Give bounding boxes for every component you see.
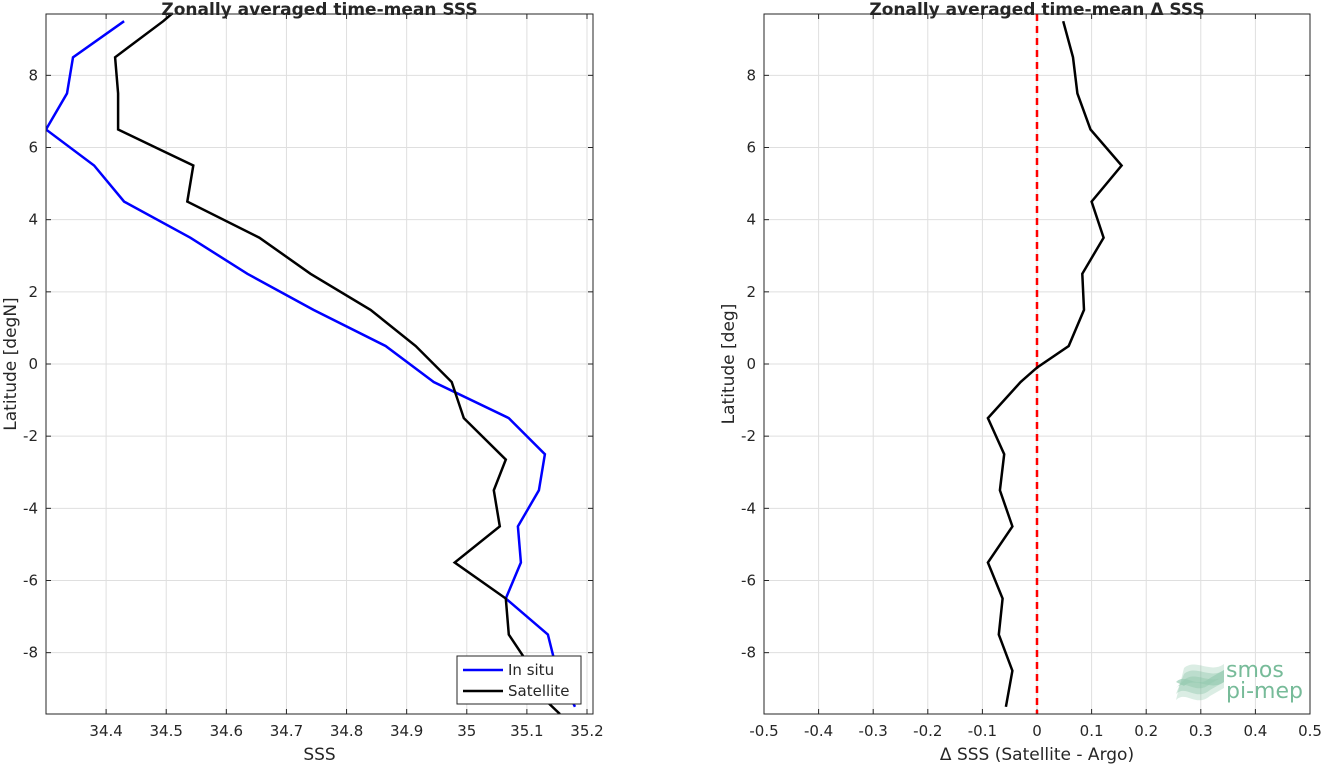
in-situ-series-line [46,20,577,708]
logo-text-pi-mep: pi-mep [1226,679,1303,704]
sss-axes-box [45,13,594,715]
y-tick-label: -4 [23,499,38,517]
x-tick-label: 0 [1032,722,1042,740]
x-tick-label: 0.3 [1189,722,1213,740]
y-tick-label: 0 [28,355,38,373]
x-tick-label: -0.3 [859,722,888,740]
sss-x-axis-label: SSS [303,745,335,765]
x-tick-label: -0.5 [749,722,778,740]
logo-text-smos: smos [1226,658,1284,683]
y-tick-label: -6 [23,571,38,589]
y-tick-label: 0 [746,355,756,373]
legend-label-in-situ: In situ [508,661,554,679]
y-tick-label: 2 [746,283,756,301]
x-tick-label: 0.5 [1298,722,1322,740]
x-tick-label: -0.2 [913,722,942,740]
x-tick-label: 34.7 [270,722,303,740]
left-panel: 34.4 34.5 34.6 34.7 34.8 34.9 35 35.1 35.2 -8 -6 -4… [1,0,604,765]
x-tick-label: -0.4 [804,722,833,740]
y-tick-label: 6 [746,139,756,157]
y-tick-label: 8 [746,66,756,84]
legend-label-satellite: Satellite [508,682,569,700]
delta-axes-box [763,13,1311,715]
delta-y-axis-label: Latitude [deg] [719,304,739,425]
y-tick-label: -4 [741,499,756,517]
satellite-series-line [113,14,561,714]
y-tick-label: 6 [28,139,38,157]
logo-waves-icon [1176,664,1224,701]
x-tick-label: 34.8 [330,722,363,740]
y-tick-label: -2 [741,427,756,445]
x-tick-label: 35.2 [570,722,603,740]
sss-y-axis-label: Latitude [degN] [1,297,21,430]
sss-grid [46,14,593,714]
x-tick-label: 34.9 [390,722,423,740]
y-tick-label: 4 [746,211,756,229]
legend-box [456,655,582,705]
sss-chart-title: Zonally averaged time-mean SSS [161,0,477,20]
x-tick-label: 0.2 [1134,722,1158,740]
x-tick-label: 0.1 [1080,722,1104,740]
y-tick-label: -8 [23,644,38,662]
y-tick-label: -8 [741,644,756,662]
y-tick-label: 4 [28,211,38,229]
y-tick-label: 8 [28,66,38,84]
y-tick-label: 2 [28,283,38,301]
x-tick-label: -0.1 [968,722,997,740]
delta-sss-series-line [986,20,1124,708]
x-tick-label: 0.4 [1243,722,1267,740]
y-tick-label: -6 [741,571,756,589]
x-tick-label: 34.4 [89,722,122,740]
delta-x-axis-label: Δ SSS (Satellite - Argo) [940,745,1134,765]
x-tick-label: 34.5 [150,722,183,740]
x-tick-label: 34.6 [210,722,243,740]
right-panel: -0.5 -0.4 -0.3 -0.2 -0.1 0 0.1 0.2 0.3 0.4 0.5 -8 -6… [719,0,1322,765]
y-tick-label: -2 [23,427,38,445]
delta-chart-title: Zonally averaged time-mean Δ SSS [869,0,1204,20]
legend: In situ Satellite [456,655,582,705]
x-tick-label: 35 [457,722,476,740]
x-tick-label: 35.1 [510,722,543,740]
